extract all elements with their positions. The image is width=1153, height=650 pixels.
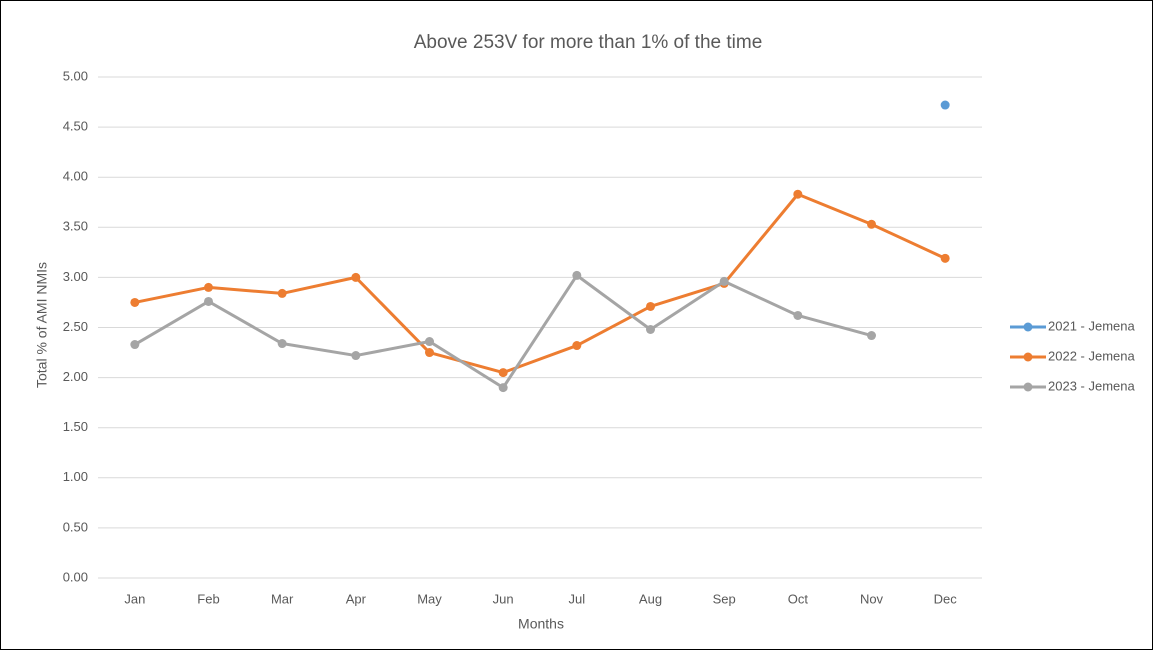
- point: [867, 219, 876, 229]
- y-tick-label: 0.00: [63, 569, 88, 584]
- point: [425, 348, 434, 358]
- x-tick-label: Dec: [934, 591, 958, 606]
- legend-label: 2022 - Jemena: [1048, 348, 1135, 363]
- point: [425, 337, 434, 347]
- point: [793, 310, 803, 320]
- point: [204, 282, 213, 292]
- legend-marker: [1023, 352, 1033, 362]
- x-tick-label: Jun: [493, 591, 514, 606]
- point: [646, 325, 655, 335]
- point: [130, 340, 140, 350]
- y-axis-title: Total % of AMI NMIs: [34, 262, 50, 388]
- point: [572, 270, 582, 280]
- point: [351, 351, 361, 361]
- legend-marker: [1023, 322, 1033, 332]
- chart-title: Above 253V for more than 1% of the time: [414, 32, 763, 53]
- x-tick-label: Mar: [271, 591, 294, 606]
- point: [130, 297, 140, 307]
- y-tick-label: 1.00: [63, 469, 88, 484]
- y-tick-label: 0.50: [63, 519, 88, 534]
- y-tick-label: 3.00: [63, 269, 88, 284]
- point: [646, 301, 655, 311]
- point: [793, 189, 803, 199]
- point: [940, 100, 950, 110]
- x-tick-label: Feb: [197, 591, 219, 606]
- y-tick-label: 5.00: [63, 68, 88, 83]
- x-tick-label: Sep: [713, 591, 736, 606]
- x-tick-label: Jul: [569, 591, 586, 606]
- y-tick-label: 4.50: [63, 119, 88, 134]
- x-tick-label: May: [417, 591, 442, 606]
- x-tick-label: Apr: [346, 591, 367, 606]
- x-tick-label: Oct: [788, 591, 809, 606]
- point: [277, 288, 287, 298]
- point: [351, 272, 361, 282]
- y-tick-label: 1.50: [63, 419, 88, 434]
- legend-label: 2023 - Jemena: [1048, 378, 1135, 393]
- point: [572, 341, 582, 351]
- point: [940, 253, 950, 263]
- point: [204, 296, 213, 306]
- point: [867, 331, 876, 341]
- point: [719, 276, 729, 286]
- point: [498, 383, 508, 393]
- point: [498, 368, 508, 378]
- y-tick-label: 2.00: [63, 369, 88, 384]
- x-tick-label: Aug: [639, 591, 662, 606]
- legend-label: 2021 - Jemena: [1048, 318, 1135, 333]
- point: [277, 339, 287, 349]
- x-tick-label: Jan: [124, 591, 145, 606]
- y-tick-label: 4.00: [63, 169, 88, 184]
- y-tick-label: 2.50: [63, 319, 88, 334]
- series-line: [134, 192, 946, 375]
- y-tick-label: 3.50: [63, 219, 88, 234]
- legend-marker: [1023, 382, 1033, 392]
- x-axis-title: Months: [518, 616, 564, 632]
- x-tick-label: Nov: [860, 591, 884, 606]
